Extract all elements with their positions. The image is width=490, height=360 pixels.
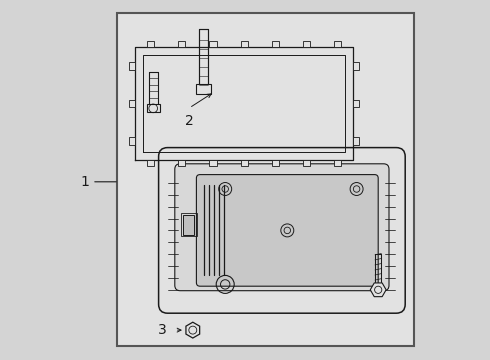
Bar (147, 104, 160, 112)
Bar (178, 41, 186, 47)
Bar (178, 160, 186, 166)
Text: 3: 3 (158, 324, 167, 337)
Bar (209, 160, 217, 166)
Bar (271, 160, 279, 166)
Bar (303, 160, 310, 166)
Bar (334, 41, 341, 47)
Bar (129, 137, 135, 145)
Bar (353, 100, 360, 108)
Bar (353, 137, 360, 145)
Text: 1: 1 (80, 175, 89, 189)
Bar (129, 100, 135, 108)
Bar (117, 13, 414, 346)
Text: 2: 2 (185, 114, 194, 127)
Bar (271, 41, 279, 47)
FancyBboxPatch shape (196, 175, 378, 286)
Bar (181, 213, 197, 237)
FancyBboxPatch shape (175, 164, 389, 291)
Bar (129, 62, 135, 70)
Bar (334, 160, 341, 166)
Bar (241, 41, 248, 47)
Bar (183, 215, 194, 235)
Polygon shape (186, 322, 199, 338)
Polygon shape (370, 283, 386, 297)
FancyBboxPatch shape (159, 148, 405, 313)
Bar (147, 160, 154, 166)
Bar (196, 84, 211, 94)
Bar (303, 41, 310, 47)
Bar (209, 41, 217, 47)
Bar (241, 160, 248, 166)
Bar (353, 62, 360, 70)
Bar (147, 41, 154, 47)
